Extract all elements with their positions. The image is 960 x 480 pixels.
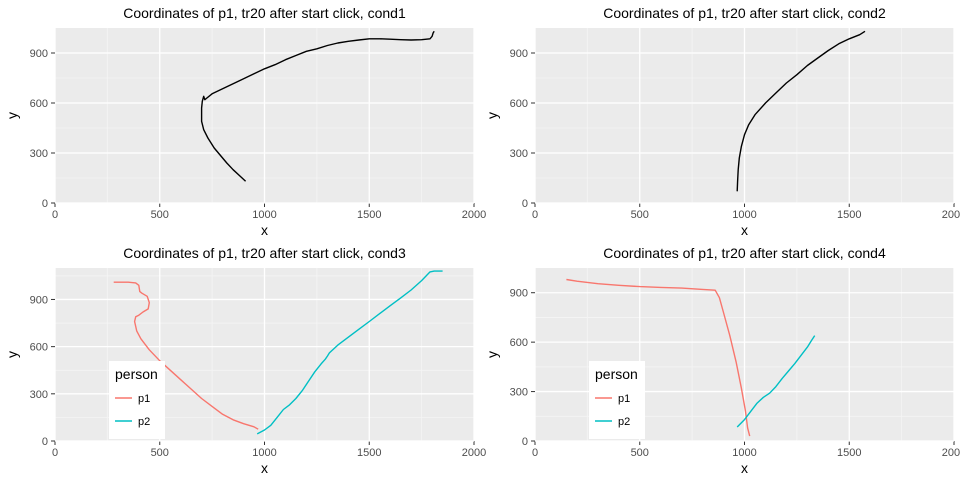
y-tick-label: 900	[510, 48, 528, 60]
legend-box	[589, 361, 645, 439]
chart-panel-2: 0 500 1000 1500 2000 0 300 600 900 Coordinates of…	[484, 5, 960, 238]
chart-title: Coordinates of p1, tr20 after start clic…	[603, 245, 886, 261]
y-tick-label: 600	[30, 342, 48, 354]
x-tick-label: 1500	[357, 447, 381, 459]
x-tick-label: 1000	[252, 209, 276, 221]
series-line-1	[736, 30, 866, 192]
x-tick-label: 1000	[252, 447, 276, 459]
legend-title: person	[595, 366, 638, 382]
y-tick-label: 0	[42, 436, 48, 448]
x-tick-label: 500	[631, 209, 649, 221]
x-tick-label: 2000	[942, 209, 960, 221]
x-tick-label: 1000	[732, 447, 756, 459]
chart-panel-3: 0 500 1000 1500 2000 0 300 600 900 Coordinates of…	[4, 245, 486, 476]
y-tick-label: 300	[30, 389, 48, 401]
y-axis-label: y	[4, 112, 20, 119]
x-tick-label: 0	[52, 209, 58, 221]
y-tick-label: 900	[30, 294, 48, 306]
legend-label-p2: p2	[138, 416, 150, 428]
x-tick-label: 1500	[837, 447, 861, 459]
chart-panel-4: 0 500 1000 1500 2000 0 300 600 900 Coordinates of…	[484, 245, 960, 476]
chart-title: Coordinates of p1, tr20 after start clic…	[123, 5, 406, 21]
series-line-p1	[566, 278, 751, 437]
series-line-p1	[113, 281, 259, 430]
x-tick-label: 500	[151, 447, 169, 459]
legend-box	[109, 361, 165, 439]
y-axis-label: y	[484, 351, 500, 358]
x-axis-label: x	[741, 460, 748, 476]
legend-title: person	[115, 366, 158, 382]
legend: person p1 p2	[589, 361, 645, 439]
chart-panel-1: 0 500 1000 1500 2000 0 300 600 900 Coordinates of…	[4, 5, 486, 238]
chart-title: Coordinates of p1, tr20 after start clic…	[123, 245, 406, 261]
series-line-p2	[736, 335, 816, 428]
x-tick-label: 1500	[357, 209, 381, 221]
legend: person p1 p2	[109, 361, 165, 439]
x-tick-label: 2000	[942, 447, 960, 459]
y-tick-label: 0	[522, 436, 528, 448]
y-tick-label: 600	[510, 337, 528, 349]
legend-label-p1: p1	[618, 393, 630, 405]
y-tick-label: 0	[522, 198, 528, 210]
x-tick-label: 2000	[462, 447, 486, 459]
x-tick-label: 500	[151, 209, 169, 221]
series-line-p2	[256, 270, 443, 435]
x-axis-label: x	[261, 460, 268, 476]
x-tick-label: 0	[532, 447, 538, 459]
y-axis-label: y	[484, 112, 500, 119]
y-tick-label: 600	[30, 98, 48, 110]
x-tick-label: 500	[631, 447, 649, 459]
x-tick-label: 0	[532, 209, 538, 221]
x-axis-label: x	[741, 222, 748, 238]
y-axis-label: y	[4, 351, 20, 358]
y-tick-label: 300	[510, 387, 528, 399]
x-tick-label: 1500	[837, 209, 861, 221]
y-tick-label: 600	[510, 98, 528, 110]
x-tick-label: 1000	[732, 209, 756, 221]
y-tick-label: 900	[510, 288, 528, 300]
y-tick-label: 300	[30, 148, 48, 160]
legend-label-p1: p1	[138, 393, 150, 405]
x-tick-label: 0	[52, 447, 58, 459]
y-tick-label: 300	[510, 148, 528, 160]
x-tick-label: 2000	[462, 209, 486, 221]
y-tick-label: 900	[30, 48, 48, 60]
y-tick-label: 0	[42, 198, 48, 210]
chart-title: Coordinates of p1, tr20 after start clic…	[603, 5, 886, 21]
series-line-1	[200, 30, 435, 182]
legend-label-p2: p2	[618, 416, 630, 428]
x-axis-label: x	[261, 222, 268, 238]
